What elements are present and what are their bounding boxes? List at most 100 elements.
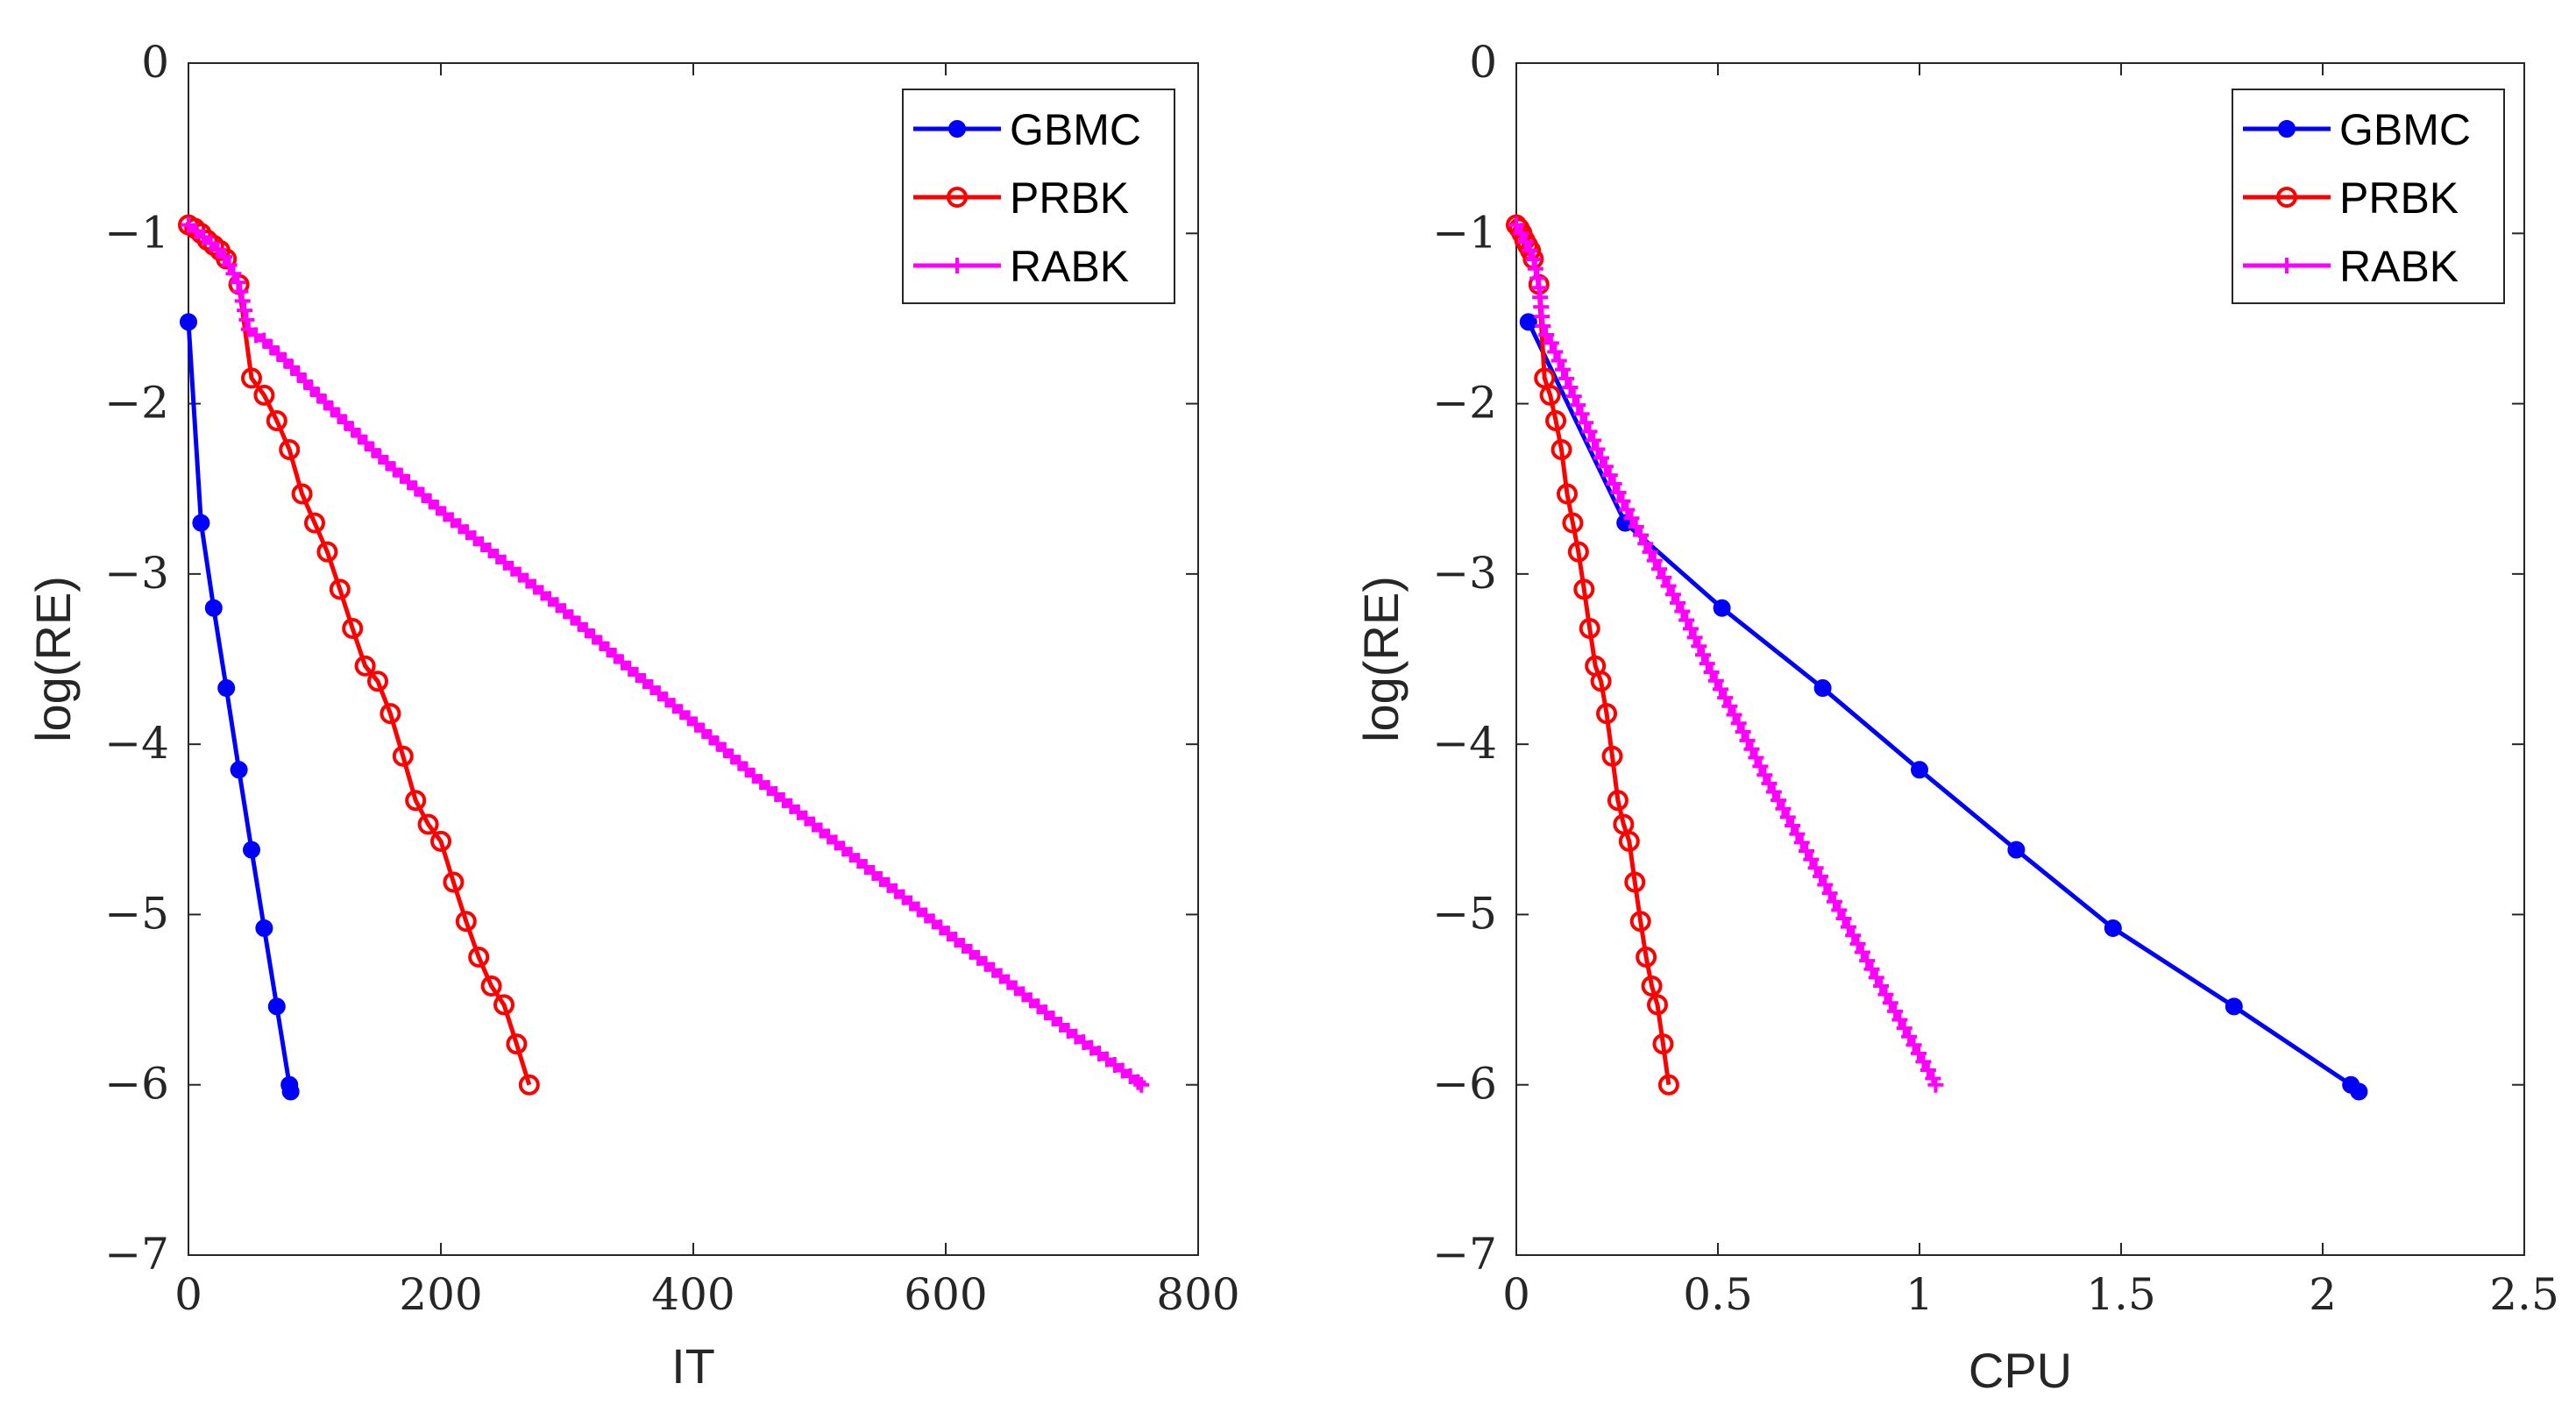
data-point-gbmc [281, 1082, 300, 1101]
data-point-rabk [1927, 1076, 1944, 1093]
legend-swatch-marker [2279, 258, 2295, 273]
data-point-rabk [1562, 379, 1579, 395]
data-point-rabk [1831, 902, 1848, 919]
data-point-prbk [291, 483, 313, 505]
data-point-rabk [1775, 800, 1792, 817]
data-point-rabk [1664, 586, 1681, 603]
data-point-rabk [1735, 724, 1751, 741]
data-point-rabk [1589, 441, 1606, 458]
data-point-prbk [1573, 578, 1595, 600]
data-point-gbmc [267, 997, 286, 1016]
data-point-prbk [430, 830, 451, 852]
data-point-rabk [1863, 961, 1880, 977]
data-point-rabk [1803, 851, 1820, 868]
data-point-prbk [493, 994, 514, 1016]
data-point-rabk [1686, 629, 1703, 646]
data-point-prbk [443, 871, 465, 893]
data-point-prbk [518, 1074, 540, 1096]
x-tick-label: 1 [1905, 1269, 1934, 1320]
data-point-prbk [506, 1033, 528, 1055]
data-point-rabk [1678, 612, 1695, 628]
data-point-rabk [238, 311, 255, 328]
data-point-gbmc [230, 761, 248, 779]
data-point-rabk [1817, 876, 1834, 893]
data-point-rabk [1743, 741, 1760, 757]
data-point-rabk [1882, 995, 1898, 1011]
data-point-rabk [1748, 749, 1764, 766]
data-point-gbmc [180, 313, 197, 331]
data-point-rabk [1793, 834, 1810, 851]
data-point-rabk [1859, 953, 1876, 969]
legend-entry-prbk: PRBK [913, 174, 1129, 223]
x-tick-label: 1.5 [2086, 1269, 2156, 1320]
data-point-rabk [1581, 423, 1598, 440]
data-point-rabk [1130, 1074, 1146, 1090]
data-point-prbk [380, 703, 401, 725]
series-line-gbmc [1526, 321, 2361, 1094]
data-point-rabk [1597, 458, 1614, 475]
data-point-rabk [1642, 543, 1658, 560]
data-point-rabk [1915, 1054, 1932, 1070]
legend: GBMC PRBK RABK [2232, 89, 2505, 304]
data-point-rabk [1703, 664, 1720, 681]
data-point-prbk [1556, 483, 1578, 505]
data-point-rabk [1695, 647, 1712, 663]
data-point-rabk [1756, 767, 1773, 784]
data-point-gbmc [1713, 599, 1731, 617]
data-point-rabk [1910, 1045, 1927, 1061]
data-point-rabk [1807, 860, 1824, 876]
data-point-rabk [1873, 977, 1890, 994]
x-tick-label: 2.5 [2489, 1269, 2559, 1320]
x-tick-label: 0 [174, 1269, 202, 1320]
data-point-prbk [216, 248, 238, 270]
data-point-rabk [1835, 910, 1852, 926]
data-point-rabk [1812, 868, 1828, 884]
series-rabk [181, 216, 1150, 1093]
data-point-rabk [225, 266, 242, 282]
legend-label: PRBK [1010, 174, 1129, 223]
data-point-prbk [253, 384, 275, 406]
data-point-gbmc [2007, 841, 2026, 859]
x-tick-label: 2 [2309, 1269, 2337, 1320]
y-tick-label: 0 [141, 37, 169, 88]
y-tick-label: −2 [104, 378, 169, 429]
data-point-rabk [1133, 1076, 1150, 1093]
legend-label: GBMC [2339, 105, 2471, 154]
data-point-rabk [1896, 1020, 1912, 1037]
data-point-rabk [1610, 484, 1627, 500]
data-point-rabk [1707, 672, 1724, 689]
data-point-prbk [1545, 410, 1567, 431]
data-point-prbk [1618, 830, 1640, 852]
data-point-rabk [1712, 681, 1728, 698]
data-point-rabk [1573, 406, 1590, 422]
y-axis-label: log(RE) [25, 576, 81, 742]
data-point-rabk [1771, 792, 1787, 809]
series-gbmc [1519, 313, 2368, 1101]
data-point-rabk [1691, 638, 1707, 655]
data-point-rabk [1761, 775, 1778, 791]
chart-panel-1: 0−1−2−3−4−5−6−70 200 400 600 800ITlog(RE)GBM… [25, 37, 1240, 1394]
data-point-prbk [1562, 512, 1584, 534]
legend-entry-rabk: RABK [913, 242, 1129, 291]
x-axis-label: IT [671, 1338, 715, 1394]
legend-label: PRBK [2339, 174, 2459, 223]
data-point-gbmc [243, 841, 260, 859]
data-point-gbmc [217, 679, 236, 698]
data-point-prbk [304, 512, 325, 534]
data-point-rabk [1785, 818, 1801, 834]
x-tick-label: 0 [1502, 1269, 1530, 1320]
data-point-rabk [1543, 335, 1559, 351]
data-point-rabk [237, 302, 253, 319]
legend-entry-gbmc: GBMC [913, 105, 1141, 154]
data-point-prbk [1657, 1074, 1679, 1096]
data-point-rabk [1779, 809, 1796, 826]
data-point-rabk [1721, 698, 1738, 714]
legend-label: RABK [1010, 242, 1129, 291]
legend-swatch-marker [947, 187, 968, 208]
data-point-gbmc [1813, 679, 1832, 698]
x-tick-label: 600 [904, 1269, 987, 1320]
y-tick-label: 0 [1469, 37, 1497, 88]
data-point-rabk [1601, 467, 1618, 484]
data-point-prbk [329, 578, 351, 600]
